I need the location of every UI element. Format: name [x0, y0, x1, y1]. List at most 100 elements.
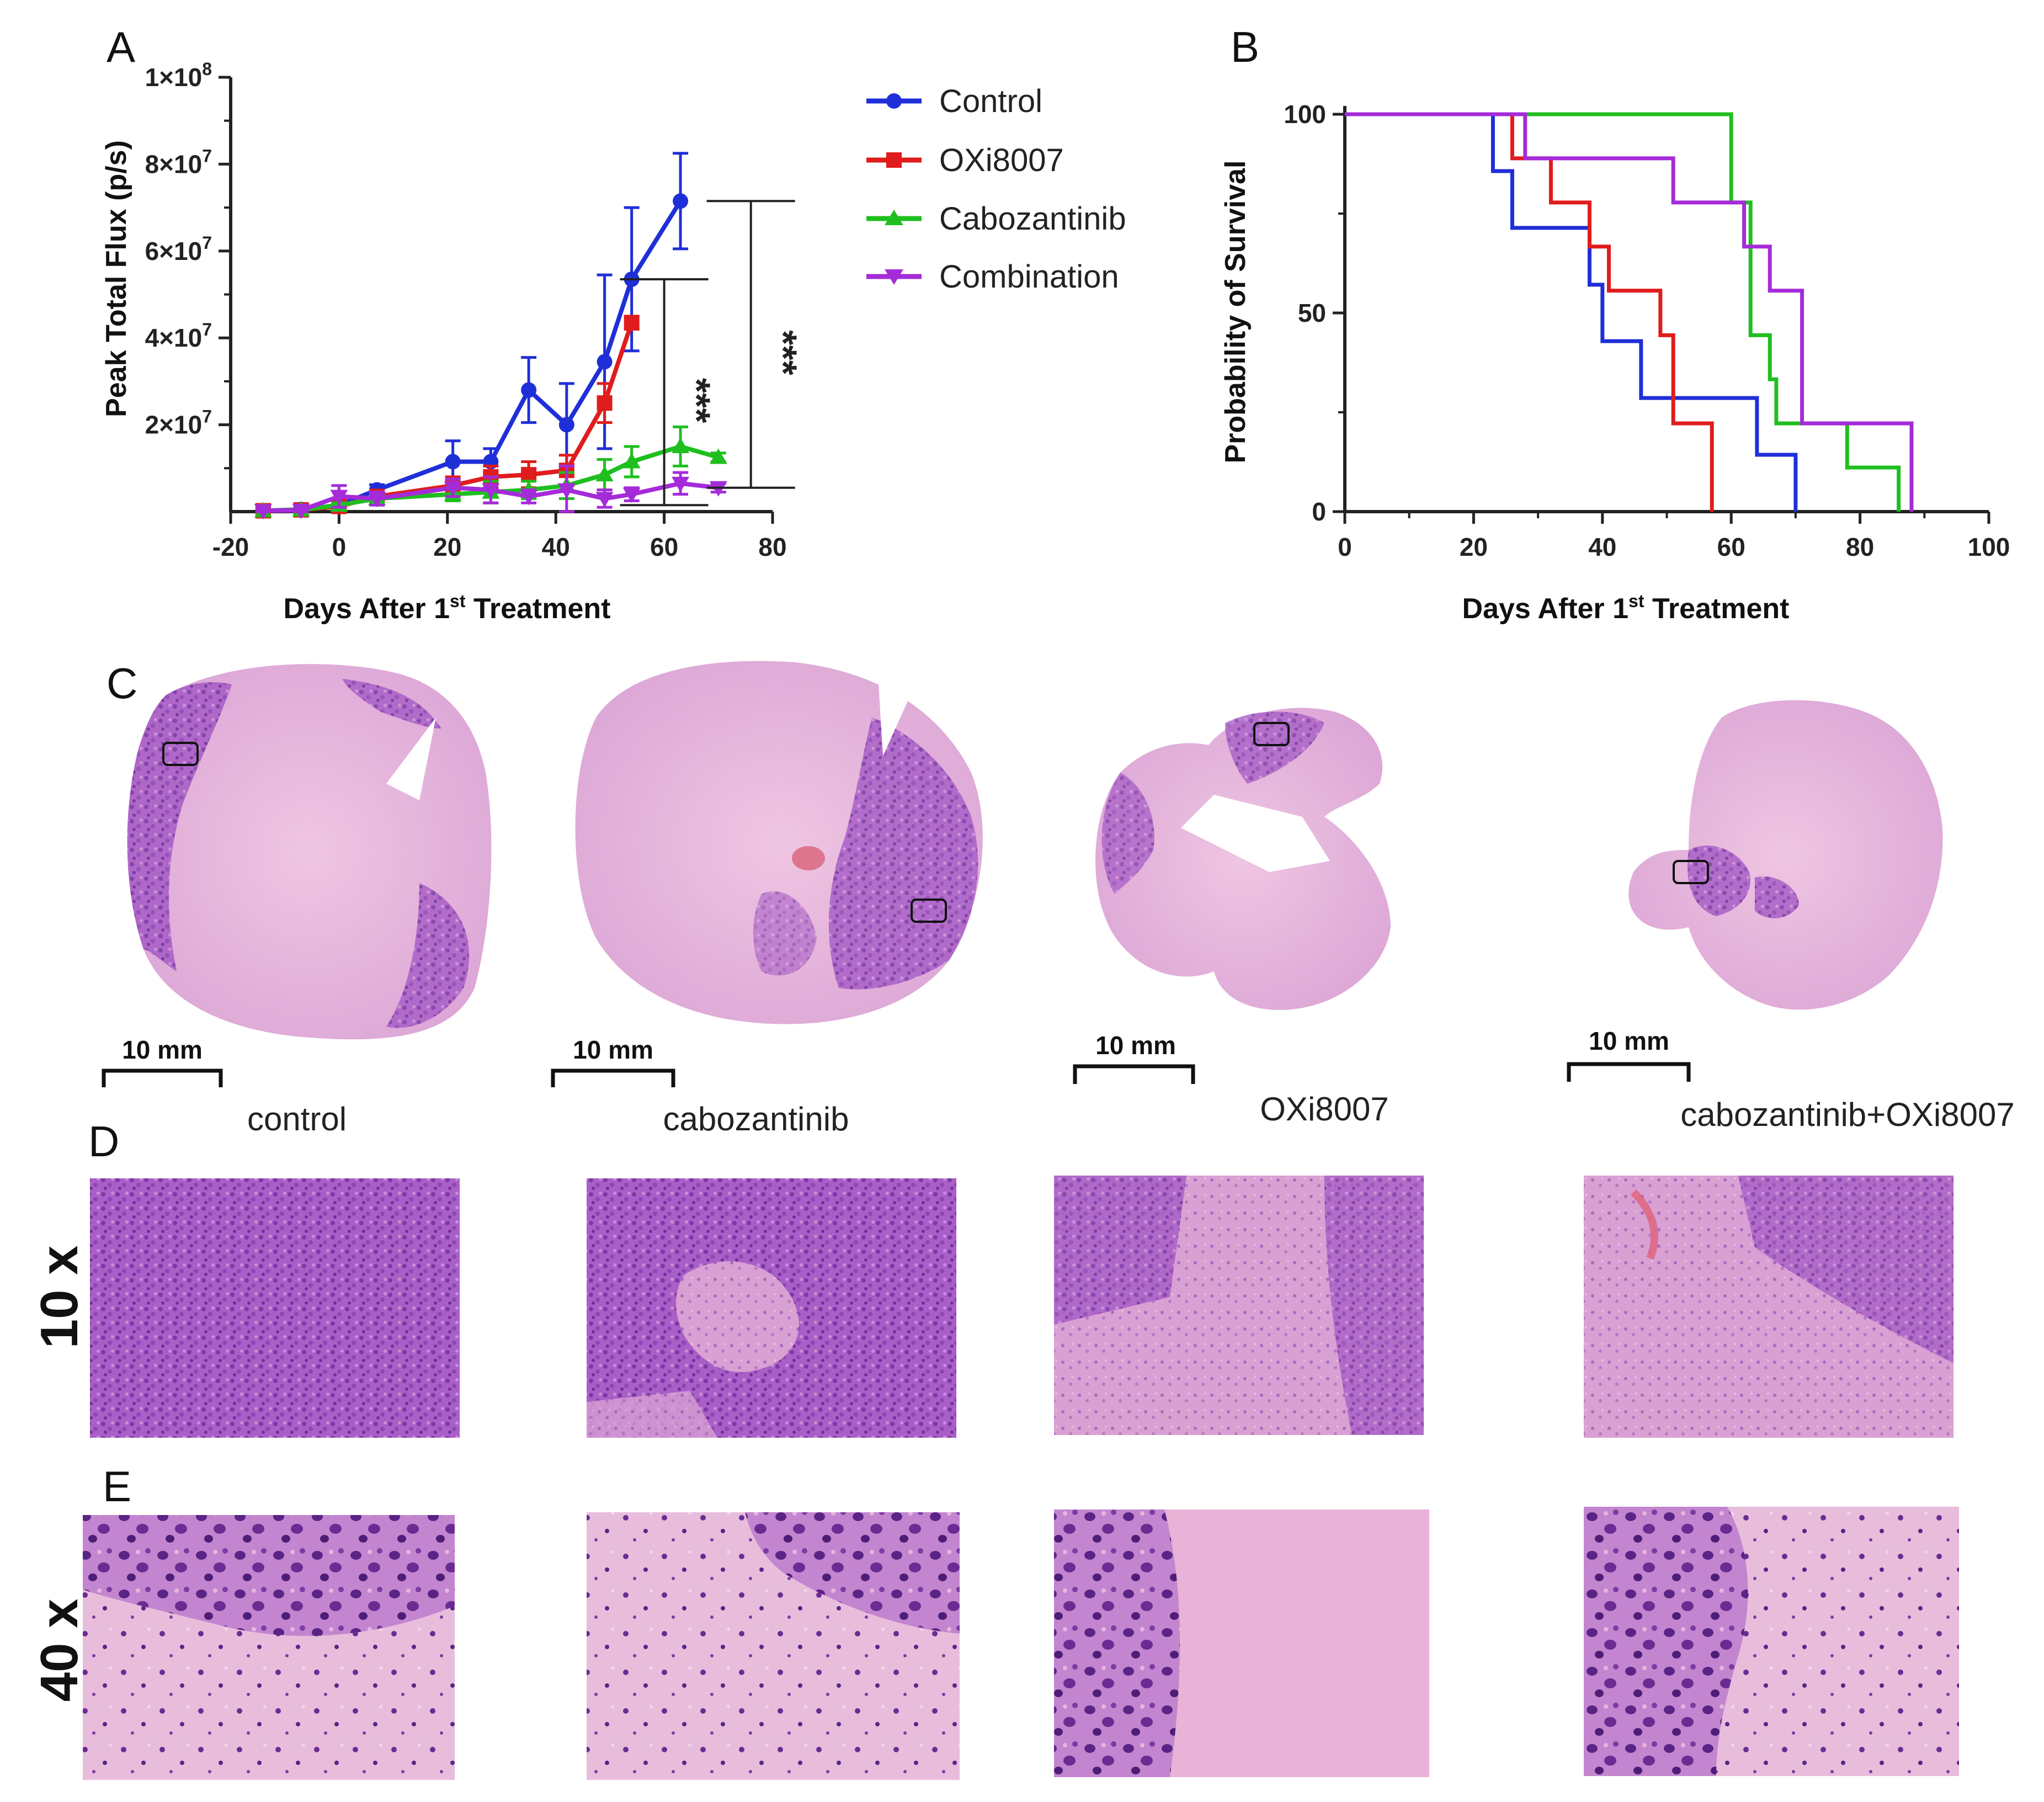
panel-b-letter: B	[1231, 23, 1259, 71]
x-tick-label: -20	[212, 533, 249, 561]
roi-box	[1253, 722, 1290, 746]
row-label-10x: 10 x	[30, 1246, 89, 1349]
scale-bar-combination: 10 mm	[1567, 1027, 1691, 1082]
section-image-control	[127, 664, 492, 1040]
data-point	[368, 492, 386, 508]
data-point	[673, 193, 689, 209]
data-point	[444, 481, 462, 497]
legend-item-combination: Combination	[866, 259, 1119, 295]
panel-d-10x-images: D 10 x	[30, 1117, 1953, 1438]
data-point	[292, 503, 310, 519]
data-point	[622, 487, 641, 503]
survival-curve-oxi	[1345, 112, 1714, 512]
y-tick-label: 2×107	[145, 407, 212, 439]
data-point	[597, 354, 613, 370]
x-tick-label: 0	[332, 533, 347, 561]
svg-text:10 mm: 10 mm	[573, 1035, 653, 1064]
y-tick-label: 6×107	[145, 233, 212, 265]
roi-box	[911, 899, 947, 923]
micrograph-40x-combination	[1584, 1507, 1959, 1776]
y-tick-label: 50	[1298, 299, 1326, 327]
micrograph-10x-combination	[1584, 1176, 1953, 1438]
panel-b-y-axis-title: Probability of Survival	[1220, 160, 1252, 463]
panel-b-x-axis-title: Days After 1st Treatment	[1462, 591, 1790, 625]
data-point	[597, 395, 613, 411]
panel-a-y-axis-title: Peak Total Flux (p/s)	[100, 140, 132, 417]
legend-item-control: Control	[866, 83, 1042, 119]
legend-label-combination: Combination	[939, 259, 1119, 295]
scale-bar-control: 10 mm	[102, 1035, 223, 1087]
panel-a-letter: A	[107, 23, 135, 71]
data-point	[520, 490, 538, 506]
panel-b-survival-chart: B 0 20 40 60 80 100 0 50 100 Probability of Surv…	[1220, 23, 2010, 625]
panel-a-series	[254, 152, 727, 520]
scale-bar-cabozantinib: 10 mm	[551, 1035, 675, 1087]
survival-curve-cabo	[1345, 112, 1901, 512]
panel-a-x-axis-title: Days After 1st Treatment	[284, 591, 611, 625]
panel-a-ticks: -20 0 20 40 60 80 1×108 8×107 6×107 4×107 2×107	[145, 59, 787, 561]
panel-b-axes	[1343, 106, 1989, 513]
y-tick-label: 4×107	[145, 320, 212, 352]
micrograph-10x-oxi8007	[1054, 1176, 1424, 1435]
panel-a-line-chart: A -20 0 20 40 60 801×1088×1076×1074×1072×107 …	[100, 23, 805, 625]
data-point	[624, 315, 640, 331]
svg-text:10 mm: 10 mm	[1095, 1031, 1176, 1060]
legend-marker-circle	[886, 93, 902, 109]
legend-label-control: Control	[939, 83, 1042, 119]
x-tick-label: 20	[433, 533, 461, 561]
y-tick-label: 100	[1284, 100, 1326, 129]
data-point	[558, 417, 574, 433]
svg-text:10 mm: 10 mm	[122, 1035, 203, 1064]
significance-bracket: ***	[620, 278, 718, 507]
data-point	[557, 483, 576, 499]
x-tick-label: 40	[1588, 533, 1616, 561]
data-point	[709, 448, 727, 464]
data-point	[445, 454, 461, 470]
group-label-combination: cabozantinib+OXi8007	[1680, 1096, 2014, 1133]
group-label-cabozantinib: cabozantinib	[663, 1101, 849, 1137]
data-point	[254, 504, 272, 520]
section-image-oxi8007	[1095, 708, 1391, 1010]
svg-text:10 mm: 10 mm	[1589, 1027, 1669, 1055]
y-tick-label: 8×107	[145, 146, 212, 178]
scale-bar-oxi8007: 10 mm	[1073, 1031, 1195, 1084]
x-tick-label: 40	[542, 533, 570, 561]
panel-d-letter: D	[88, 1117, 119, 1166]
x-tick-label: 20	[1460, 533, 1488, 561]
significance-label: ***	[675, 378, 718, 423]
data-point	[672, 437, 690, 453]
data-point	[595, 466, 614, 482]
x-tick-label: 0	[1338, 533, 1352, 561]
significance-label: ***	[762, 330, 805, 375]
panel-e-40x-images: E 40 x	[30, 1462, 1959, 1780]
x-tick-label: 100	[1968, 533, 2010, 561]
section-image-combination	[1628, 700, 1943, 1010]
roi-box	[1673, 860, 1709, 884]
x-tick-label: 80	[758, 533, 786, 561]
micrograph-40x-cabozantinib	[587, 1512, 960, 1780]
survival-curve-combo	[1345, 112, 1914, 512]
data-point	[672, 476, 690, 492]
data-point	[595, 492, 614, 508]
significance-bracket: ***	[706, 200, 805, 489]
legend-label-cabozantinib: Cabozantinib	[939, 201, 1126, 237]
roi-box	[162, 742, 199, 766]
section-image-cabozantinib	[575, 661, 983, 1024]
x-tick-label: 60	[1717, 533, 1745, 561]
legend-item-cabozantinib: Cabozantinib	[866, 201, 1126, 237]
row-label-40x: 40 x	[30, 1599, 89, 1702]
legend-marker-triangle	[885, 210, 903, 225]
micrograph-10x-cabozantinib	[587, 1178, 956, 1438]
legend-label-oxi8007: OXi8007	[939, 142, 1064, 178]
survival-curve-control	[1345, 112, 1798, 512]
legend-marker-triangle-down	[885, 269, 903, 285]
data-point	[330, 490, 348, 506]
x-tick-label: 60	[650, 533, 678, 561]
legend: Control OXi8007 Cabozantinib Combination	[866, 83, 1126, 295]
group-label-control: control	[247, 1101, 347, 1137]
series-line-control	[263, 200, 683, 513]
micrograph-40x-control	[83, 1515, 455, 1780]
data-point	[622, 453, 641, 469]
panel-b-ticks: 0 20 40 60 80 100 0 50 100	[1284, 100, 2010, 561]
